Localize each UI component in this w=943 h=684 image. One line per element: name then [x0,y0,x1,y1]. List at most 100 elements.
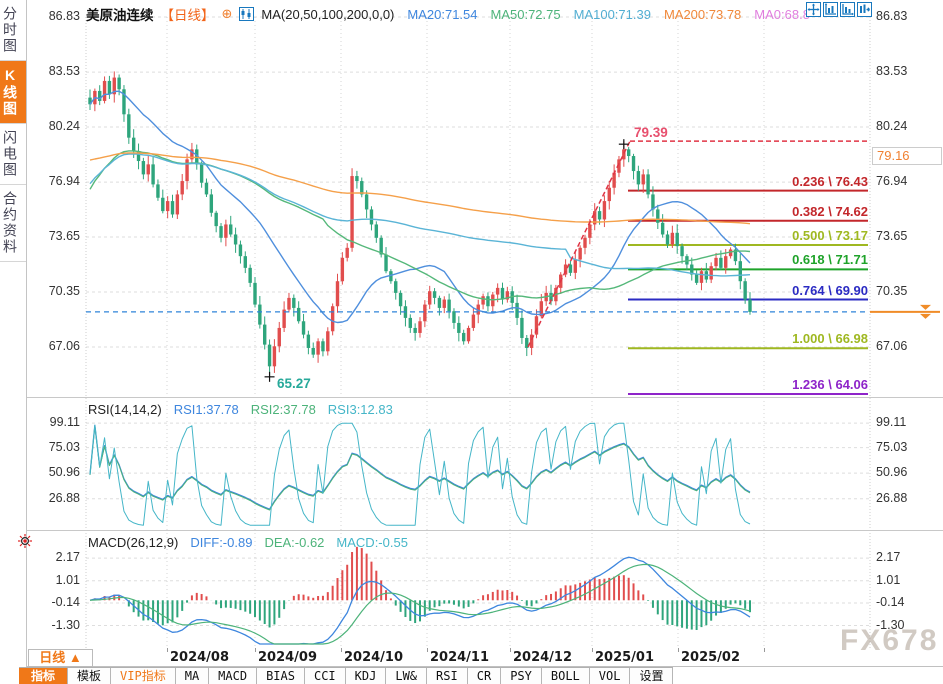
watermark: FX678 [840,624,939,657]
fib-level-label: 0.764 \ 69.90 [792,282,868,298]
x-axis-label: 2024/11 [430,650,490,665]
fib-level-label: 1.000 \ 66.98 [792,331,868,347]
macd-title[interactable]: MACD(26,12,9) [88,535,179,550]
crosshair-move-icon[interactable] [806,2,821,17]
toolbar-tab-CR[interactable]: CR [467,668,502,684]
pan-right-icon[interactable] [857,2,872,17]
toolbar-tab-[interactable]: 模板 [68,668,112,684]
price-axis-label: 80.24 [48,118,80,133]
flash-alert-icon[interactable] [17,533,33,549]
toolbar-tab-PSY[interactable]: PSY [501,668,542,684]
ma0-value: MA0:68.8 [754,6,810,22]
rsi-axis-label: 50.96 [48,465,80,480]
axis-zoom-out-icon[interactable] [840,2,855,17]
rsi-axis-label: 99.11 [49,415,80,430]
toolbar-tab-KDJ[interactable]: KDJ [345,668,387,684]
rsi-title[interactable]: RSI(14,14,2) [88,402,162,417]
x-axis-tick [427,648,428,652]
x-axis-tick [255,648,256,652]
x-axis-label: 2024/09 [258,650,318,665]
ma-settings-label[interactable]: MA(20,50,100,200,0,0) [261,6,395,22]
macd-axis-label: 2.17 [876,550,901,565]
indicator-toolbar: 指标 模板 VIP指标 MA MACD BIAS CCI KDJ LW& RSI CR PSY BOLL… [19,667,674,684]
low-price-annotation: 65.27 [277,376,311,391]
macd-histogram [93,546,751,630]
peak-price-annotation: 79.39 [634,125,668,140]
macd-axis-label: 2.17 [55,550,80,565]
price-axis-label: 70.35 [48,284,80,299]
rsi-legend: RSI(14,14,2) RSI1:37.78 RSI2:37.78 RSI3:… [88,402,393,417]
price-axis-label: 70.35 [876,284,908,299]
x-axis-tick [341,648,342,652]
toolbar-tab-VIP[interactable]: VIP指标 [111,668,176,684]
axis-zoom-in-icon[interactable] [823,2,838,17]
sidebar-tab-item[interactable]: 分时图 [0,0,26,61]
chart-toolbar-icons [806,2,872,17]
sidebar-tab-item[interactable]: 闪电图 [0,124,26,185]
macd-axis-label: 1.01 [876,572,901,587]
x-axis-tick [764,648,765,652]
macd-axis-label: -0.14 [876,595,905,609]
price-axis-label: 76.94 [876,174,908,189]
toolbar-tab-[interactable]: 设置 [630,668,674,684]
candles-layer [88,71,752,377]
toolbar-tab-CCI[interactable]: CCI [304,668,346,684]
period-tag[interactable]: 【日线】 [160,8,215,23]
price-axis-label: 67.06 [876,338,908,353]
macd-value: MACD:-0.55 [336,535,408,550]
toolbar-tab-BOLL[interactable]: BOLL [541,668,590,684]
macd-axis-label: -1.30 [876,617,905,632]
rsi-axis-label: 99.11 [876,415,907,430]
macd-lines [89,556,751,645]
macd-axis-label: -1.30 [51,617,81,632]
rsi-lines [89,422,751,526]
toolbar-tab-RSI[interactable]: RSI [427,668,468,684]
x-axis-label: 2024/08 [170,650,230,665]
x-axis-row: 2024/08 2024/09 2024/10 2024/11 2024/12 2025/… [27,648,943,667]
left-sidebar: 分时图 K线图 闪电图 合约资料 [0,0,32,684]
x-axis-tick [167,648,168,652]
candlestick-chart-icon [239,7,255,21]
price-axis-label: 83.53 [876,64,908,79]
toolbar-tab-[interactable]: 指标 [19,668,69,684]
toolbar-tab-MA[interactable]: MA [175,668,210,684]
add-compare-icon[interactable]: ⊕ [221,6,233,21]
sidebar-tab-active[interactable]: K线图 [0,61,26,124]
rsi-axis-label: 26.88 [48,490,80,505]
price-axis-label: 73.65 [876,228,908,243]
fib-level-label: 1.236 \ 64.06 [792,377,868,392]
rsi1-value: RSI1:37.78 [173,402,239,417]
gridlines [85,16,871,648]
price-axis-label: 67.06 [48,338,80,353]
macd-axis-label: 1.01 [55,572,80,587]
toolbar-tab-MACD[interactable]: MACD [209,668,258,684]
fib-level-label: 0.618 \ 71.71 [792,252,868,268]
toolbar-tab-LW[interactable]: LW& [386,668,428,684]
fib-level-label: 0.382 \ 74.62 [792,203,868,219]
rsi-axis-label: 75.03 [48,439,80,454]
rsi-axis-label: 26.88 [876,490,908,505]
price-axis-label: 73.65 [48,228,80,243]
alert-drag-handle[interactable] [920,304,931,319]
panel-divider [27,397,943,398]
sidebar-tab-item[interactable]: 合约资料 [0,185,26,262]
fib-level-label: 0.500 \ 73.17 [792,227,868,243]
x-axis-label: 2025/02 [681,650,741,665]
diff-value: DIFF:-0.89 [190,535,253,550]
rsi3-value: RSI3:12.83 [327,402,393,417]
price-axis-label: 86.83 [48,9,80,23]
toolbar-tab-BIAS[interactable]: BIAS [257,668,305,684]
price-alert-label[interactable]: 79.16 [872,147,942,165]
x-axis-tick [678,648,679,652]
trend-annotations [86,139,940,382]
x-axis-tick [592,648,593,652]
period-selector-button[interactable]: 日线 ▲ [28,649,93,667]
toolbar-tab-VOL[interactable]: VOL [589,668,631,684]
ma100-value: MA100:71.39 [573,6,651,22]
macd-legend: MACD(26,12,9) DIFF:-0.89 DEA:-0.62 MACD:… [88,535,408,550]
macd-axis-label: -0.14 [51,595,81,609]
ma200-value: MA200:73.78 [663,6,742,22]
dea-value: DEA:-0.62 [264,535,325,550]
